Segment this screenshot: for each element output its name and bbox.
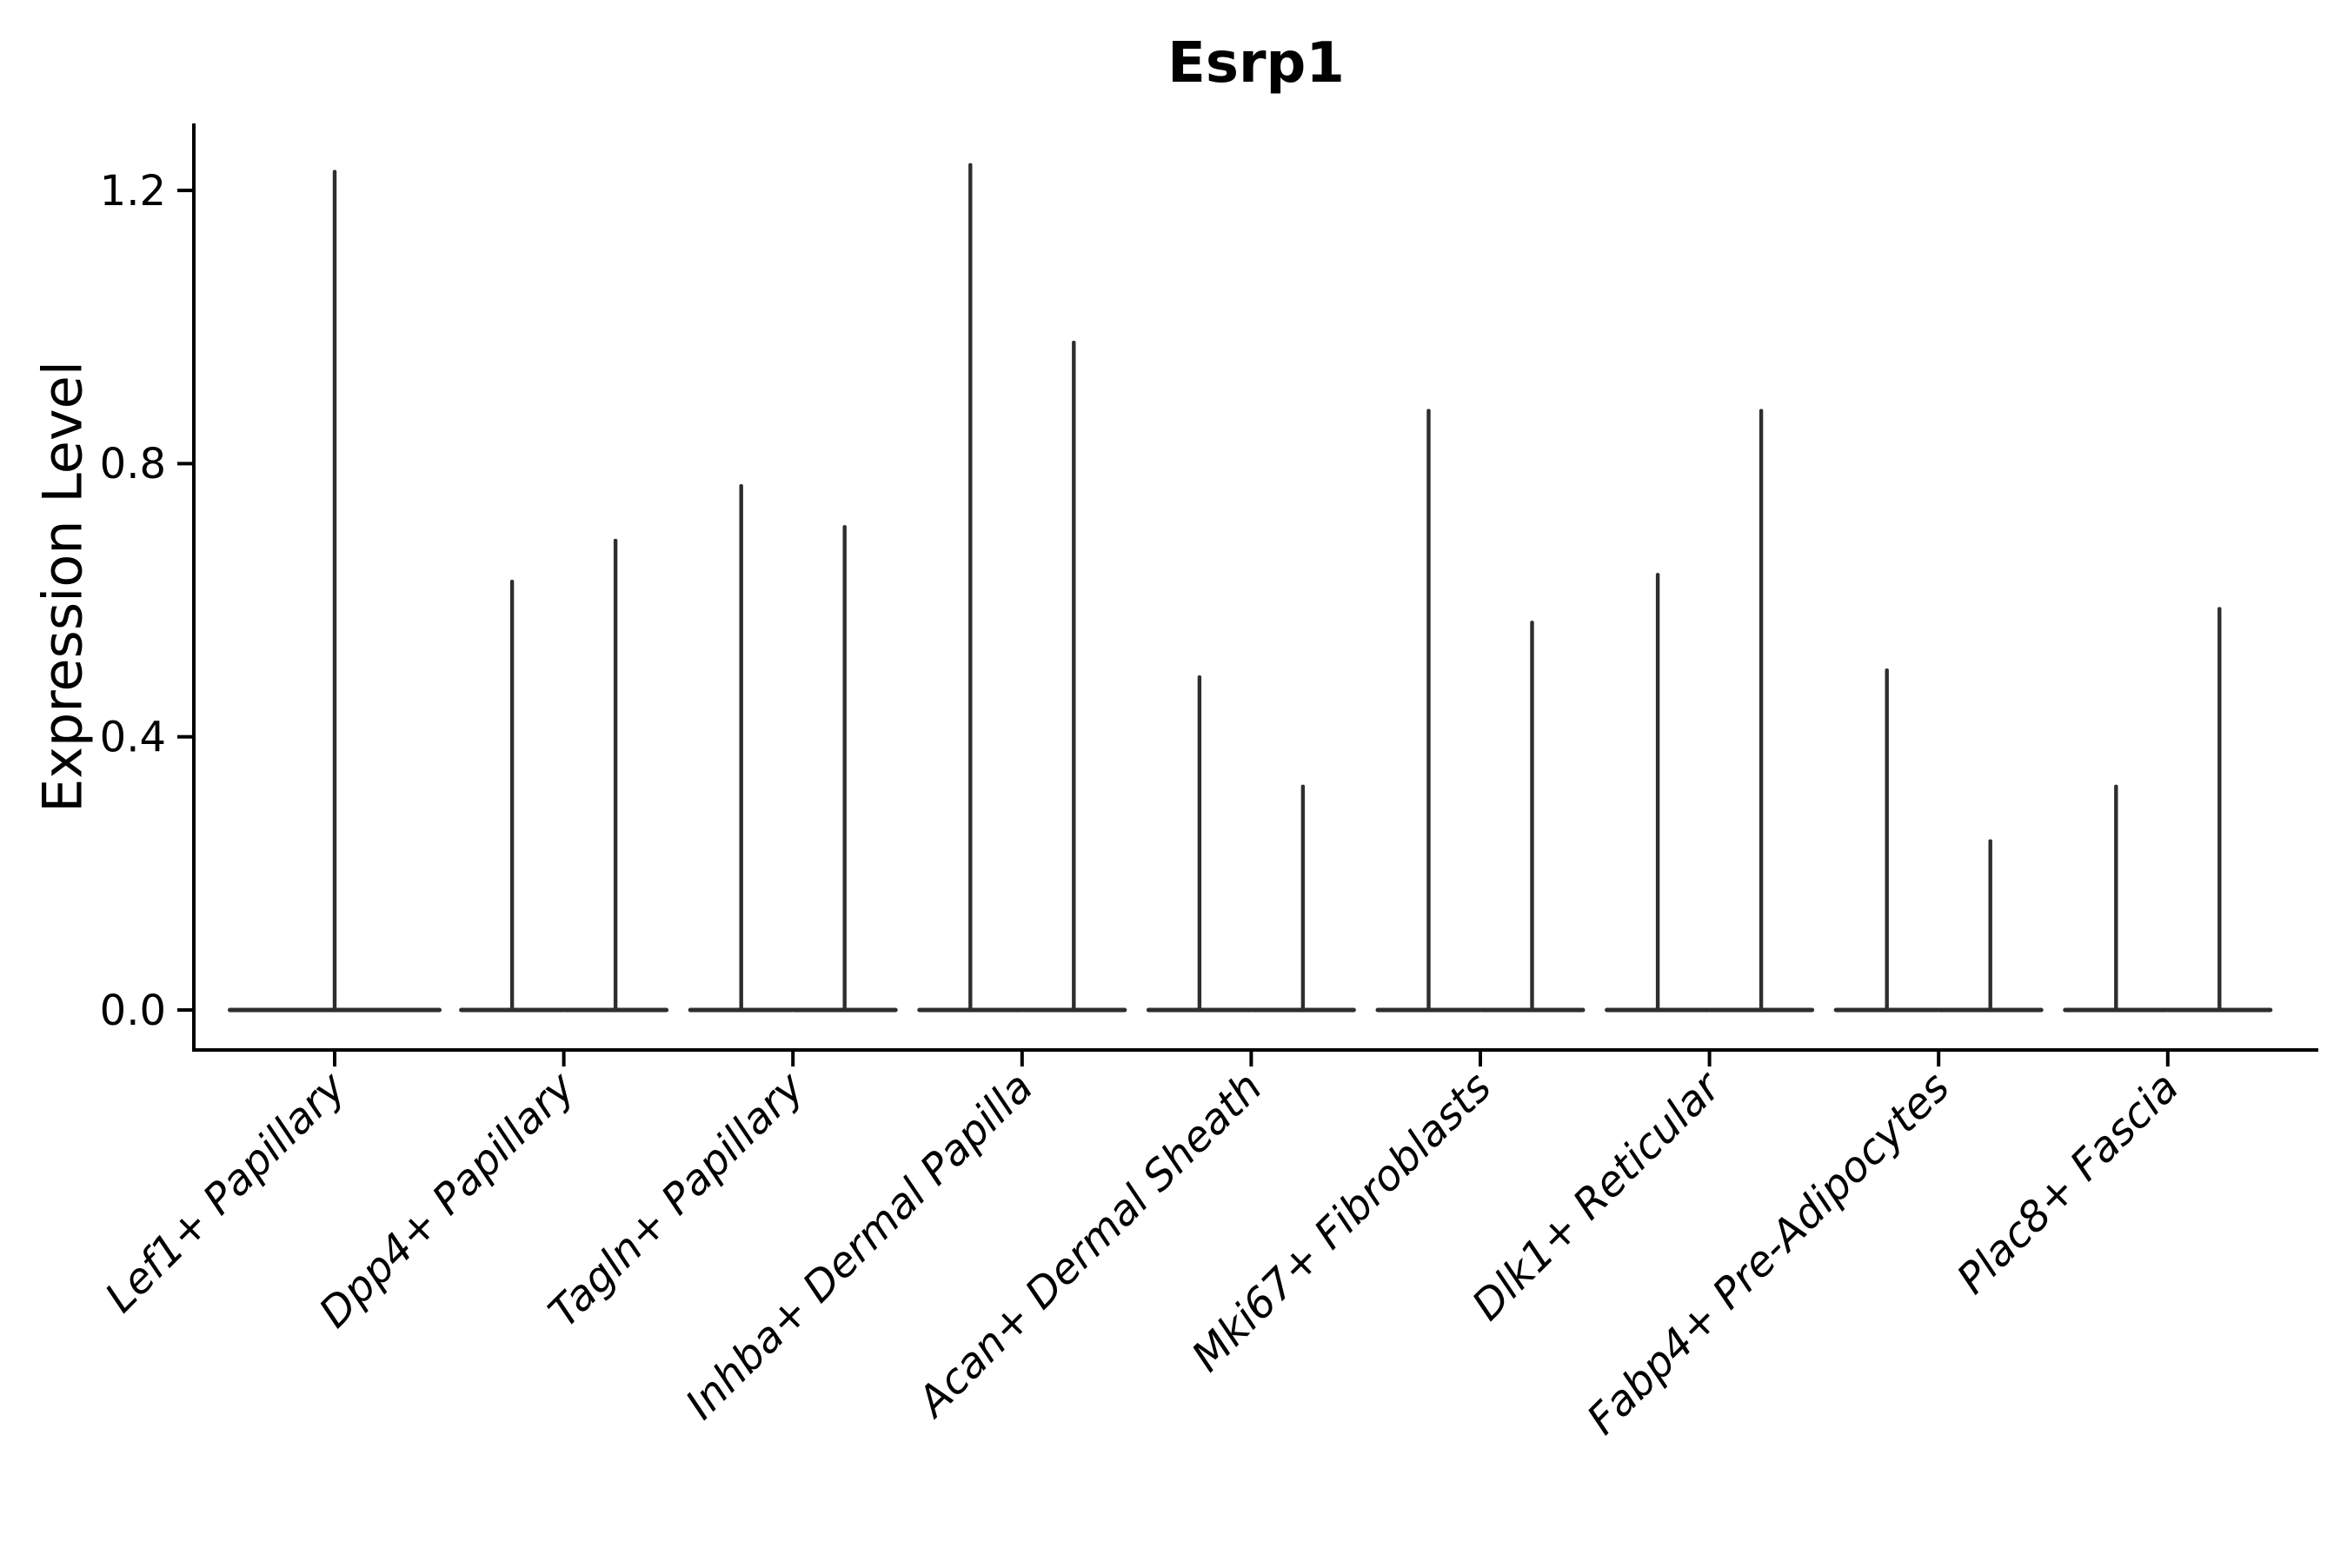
- violin-spike: [509, 579, 515, 1012]
- y-tick-mark: [177, 734, 192, 739]
- x-tick-label: Lef1+ Papillary: [96, 1062, 356, 1322]
- x-tick-label: Dpp4+ Papillary: [309, 1062, 584, 1337]
- violin-spike: [968, 163, 973, 1013]
- y-tick-mark: [177, 1008, 192, 1012]
- x-tick-mark: [2165, 1052, 2170, 1066]
- violin-group: [2063, 607, 2273, 1013]
- violin-spike: [1655, 573, 1660, 1012]
- x-tick-mark: [1937, 1052, 1941, 1066]
- x-tick-mark: [1707, 1052, 1712, 1066]
- violin-spike: [613, 538, 618, 1012]
- x-tick-label: Tagln+ Papillary: [539, 1062, 814, 1337]
- violin-group: [917, 163, 1127, 1013]
- x-tick-mark: [333, 1052, 336, 1066]
- violin-spike: [1530, 621, 1534, 1012]
- violin-group: [228, 169, 442, 1013]
- violin-spike: [1197, 674, 1202, 1012]
- violin-spike: [1072, 340, 1076, 1013]
- y-tick-label: 1.2: [100, 167, 166, 216]
- violin-spike: [2217, 607, 2222, 1012]
- violin-group: [688, 483, 898, 1013]
- violin-spike: [1988, 839, 1992, 1012]
- violin-spike: [2114, 784, 2118, 1012]
- x-tick-label: Fabp4+ Pre-Adipocytes: [1578, 1063, 1959, 1445]
- violin-group: [1833, 668, 2044, 1013]
- violin-spike: [1885, 668, 1889, 1012]
- violin-spike: [842, 525, 847, 1012]
- violin-group: [1605, 409, 1815, 1013]
- y-tick-mark: [177, 462, 192, 466]
- y-axis-label: Expression Level: [30, 361, 95, 813]
- violin-spike: [1426, 409, 1431, 1012]
- violin-spike: [1759, 409, 1764, 1012]
- x-tick-mark: [562, 1052, 566, 1066]
- x-tick-mark: [1249, 1052, 1253, 1066]
- y-tick-label: 0.0: [100, 987, 166, 1035]
- chart-title: Esrp1: [1167, 31, 1345, 96]
- y-tick-label: 0.8: [100, 440, 166, 488]
- violin-spike: [739, 483, 743, 1012]
- violin-spike: [1300, 784, 1306, 1012]
- violin-group: [459, 538, 669, 1013]
- violin-spike: [332, 169, 337, 1013]
- x-tick-label: Dlk1+ Reticular: [1463, 1061, 1732, 1331]
- x-axis-spine: [192, 1048, 2318, 1052]
- y-tick-label: 0.4: [100, 714, 166, 762]
- violin-group: [1146, 674, 1356, 1013]
- x-tick-mark: [1020, 1052, 1024, 1066]
- x-tick-mark: [1479, 1052, 1482, 1066]
- y-tick-mark: [177, 189, 192, 193]
- x-tick-label: Plac8+ Fascia: [1948, 1063, 2189, 1304]
- x-tick-mark: [791, 1052, 795, 1066]
- y-axis-spine: [192, 123, 196, 1052]
- violin-group: [1375, 409, 1586, 1013]
